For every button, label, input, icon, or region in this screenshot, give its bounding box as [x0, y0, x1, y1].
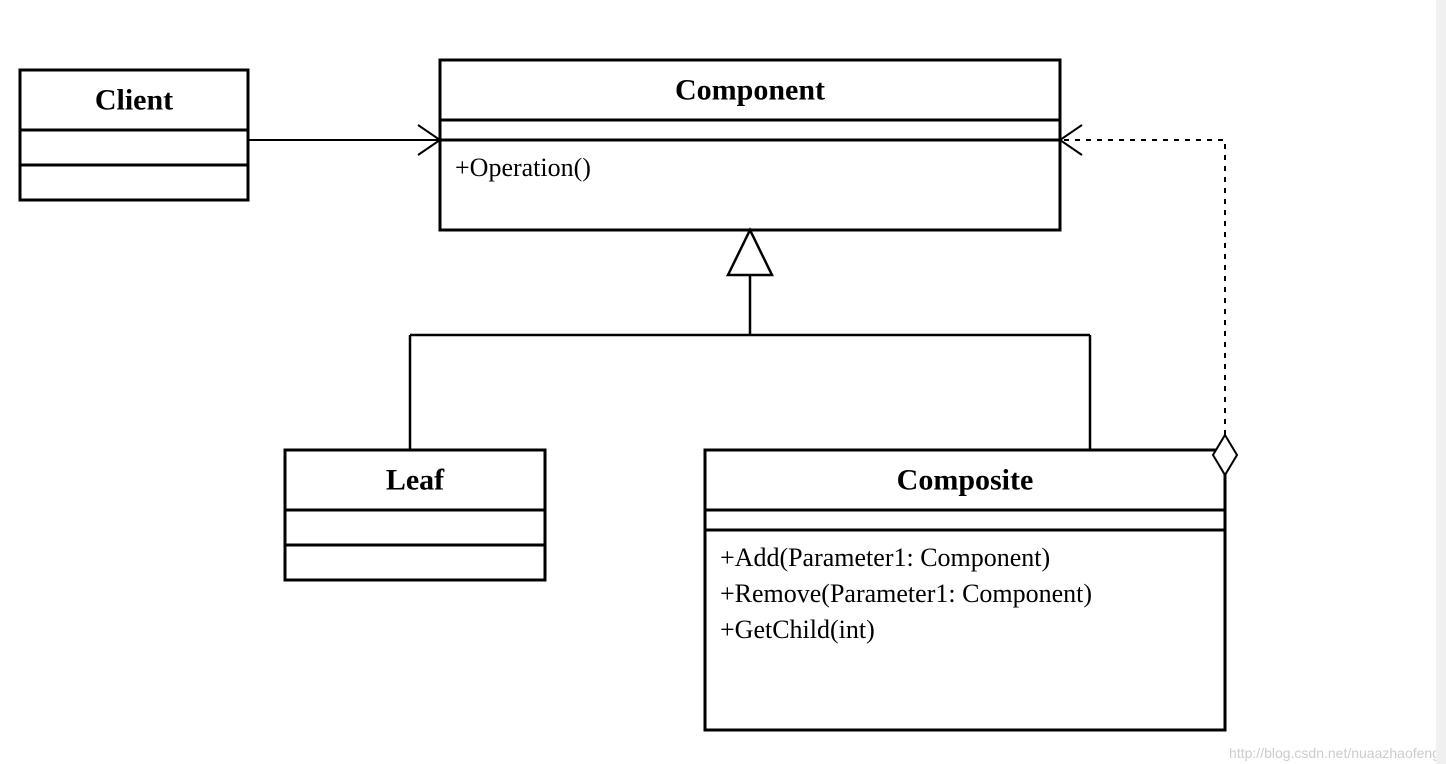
method-composite-2: +GetChild(int)	[720, 615, 875, 644]
class-name-client: Client	[95, 84, 173, 117]
method-composite-1: +Remove(Parameter1: Component)	[720, 579, 1092, 608]
class-component: Component +Operation()	[440, 60, 1060, 230]
method-composite-0: +Add(Parameter1: Component)	[720, 543, 1050, 572]
uml-diagram: Client Component +Operation() Leaf Composite…	[0, 0, 1446, 764]
class-client: Client	[20, 70, 248, 200]
edge-shade	[1436, 0, 1446, 764]
edge-generalization	[410, 230, 1090, 450]
class-name-composite: Composite	[897, 464, 1034, 497]
class-composite: Composite +Add(Parameter1: Component) +Rem…	[705, 450, 1225, 730]
edge-aggregation-composite-component	[1060, 125, 1237, 475]
class-name-component: Component	[675, 74, 825, 107]
edge-association-client-component	[248, 125, 440, 155]
class-name-leaf: Leaf	[386, 464, 445, 497]
watermark: http://blog.csdn.net/nuaazhaofeng	[1229, 745, 1440, 761]
method-component-0: +Operation()	[455, 153, 591, 182]
class-leaf: Leaf	[285, 450, 545, 580]
